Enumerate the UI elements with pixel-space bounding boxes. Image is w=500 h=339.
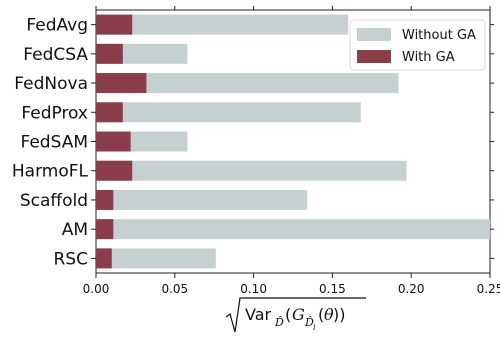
x-axis-label: Var D̂ ( G D̂ i ( θ )) [225,297,366,333]
category-label-scaffold: Scaffold [20,191,88,211]
svg-text:Var: Var [245,305,272,324]
bar-fednova-without-ga [96,73,399,94]
category-label-am: AM [62,220,88,240]
svg-text:(: ( [285,305,291,324]
bar-fedprox-without-ga [96,102,361,123]
legend-label-with-ga: With GA [402,50,455,65]
bar-fedsam-with-ga [96,131,131,152]
category-label-fedavg: FedAvg [26,16,88,36]
bar-fedavg-with-ga [96,14,133,35]
bar-rsc-with-ga [96,248,112,269]
bar-harmofl-without-ga [96,160,407,181]
bars-group [96,14,490,269]
bar-am-with-ga [96,219,114,240]
bar-fedcsa-with-ga [96,43,123,64]
svg-text:(: ( [318,305,324,324]
category-label-fedprox: FedProx [21,103,88,123]
bar-scaffold-with-ga [96,189,114,210]
category-label-fedcsa: FedCSA [23,45,88,65]
category-label-harmofl: HarmoFL [12,162,89,182]
legend-label-without-ga: Without GA [402,28,476,43]
legend: Without GA With GA [349,19,486,71]
x-tick-label: 0.05 [161,282,188,296]
bar-fedavg-without-ga [96,14,349,35]
svg-text:)): )) [333,305,345,324]
category-label-rsc: RSC [54,249,88,269]
svg-text:θ: θ [324,305,334,324]
legend-swatch-with-ga [357,50,391,63]
category-label-fedsam: FedSAM [20,133,88,153]
svg-text:D̂: D̂ [274,316,284,329]
bar-harmofl-with-ga [96,160,133,181]
x-tick-label: 0.15 [319,282,346,296]
bar-fedprox-with-ga [96,102,123,123]
x-ticks: 0.00 0.05 0.10 0.15 0.20 0.25 [83,6,500,296]
x-tick-label: 0.10 [240,282,267,296]
category-label-fednova: FedNova [14,74,88,94]
svg-text:D̂: D̂ [304,316,314,329]
x-tick-label: 0.20 [398,282,425,296]
sqrt-sign [225,297,366,333]
x-tick-label: 0.25 [477,282,500,296]
svg-text:i: i [313,323,316,332]
svg-text:G: G [292,305,305,324]
category-labels: FedAvg FedCSA FedNova FedProx FedSAM HarmoFL S… [12,16,494,269]
bar-am-without-ga [96,219,490,240]
legend-swatch-without-ga [357,28,391,41]
bar-rsc-without-ga [96,248,216,269]
bar-fednova-with-ga [96,73,147,94]
bar-scaffold-without-ga [96,189,308,210]
x-tick-label: 0.00 [83,282,110,296]
